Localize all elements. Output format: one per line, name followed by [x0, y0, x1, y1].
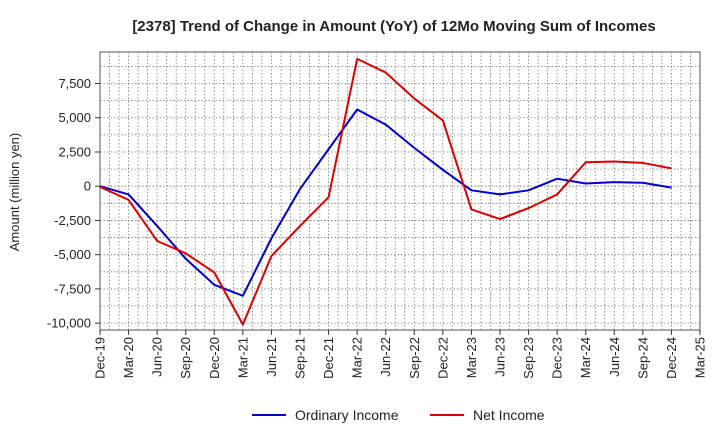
x-tick-label: Dec-19 [93, 337, 108, 379]
y-tick-label: 7,500 [58, 76, 91, 91]
y-tick-label: 2,500 [58, 144, 91, 159]
x-tick-label: Mar-23 [464, 337, 479, 378]
x-tick-label: Sep-21 [293, 337, 308, 379]
legend: Ordinary Income Net Income [252, 407, 545, 423]
x-tick-label: Mar-22 [350, 337, 365, 378]
x-tick-label: Sep-24 [635, 337, 650, 379]
x-tick-label: Dec-23 [550, 337, 565, 379]
chart-title: [2378] Trend of Change in Amount (YoY) o… [132, 18, 655, 35]
x-tick-label: Jun-21 [264, 337, 279, 377]
x-axis-ticks: Dec-19 Mar-20 Jun-20 Sep-20 Dec-20 Mar-21 Jun-… [93, 330, 708, 379]
y-tick-label: -5,000 [54, 247, 91, 262]
series-line-ordinary-income [99, 108, 672, 297]
series-line-net-income [99, 57, 672, 326]
x-tick-label: Mar-25 [693, 337, 708, 378]
y-tick-label: -7,500 [54, 281, 91, 296]
plot-frame [99, 51, 701, 331]
x-tick-label: Dec-20 [207, 337, 222, 379]
legend-label: Net Income [473, 407, 545, 423]
x-tick-label: Sep-22 [407, 337, 422, 379]
x-tick-label: Mar-24 [578, 337, 593, 378]
x-tick-label: Dec-21 [321, 337, 336, 379]
x-tick-label: Sep-23 [521, 337, 536, 379]
x-tick-label: Jun-24 [607, 337, 622, 377]
x-tick-label: Dec-22 [435, 337, 450, 379]
x-tick-label: Dec-24 [664, 337, 679, 379]
x-tick-label: Jun-22 [378, 337, 393, 377]
y-tick-label: -10,000 [47, 316, 91, 331]
x-tick-label: Sep-20 [178, 337, 193, 379]
x-tick-label: Mar-21 [235, 337, 250, 378]
x-tick-label: Jun-23 [493, 337, 508, 377]
x-tick-label: Mar-20 [121, 337, 136, 378]
grid-lines [100, 52, 700, 330]
legend-label: Ordinary Income [295, 407, 399, 423]
series-lines [99, 57, 672, 326]
plot-area [99, 51, 701, 331]
y-axis-label: Amount (million yen) [7, 133, 22, 252]
x-tick-label: Jun-20 [150, 337, 165, 377]
y-tick-label: 5,000 [58, 110, 91, 125]
y-tick-label: -2,500 [54, 213, 91, 228]
y-axis-ticks: 7,500 5,000 2,500 0 -2,500 -5,000 -7,500 -10,00… [47, 76, 100, 331]
y-tick-label: 0 [84, 179, 91, 194]
